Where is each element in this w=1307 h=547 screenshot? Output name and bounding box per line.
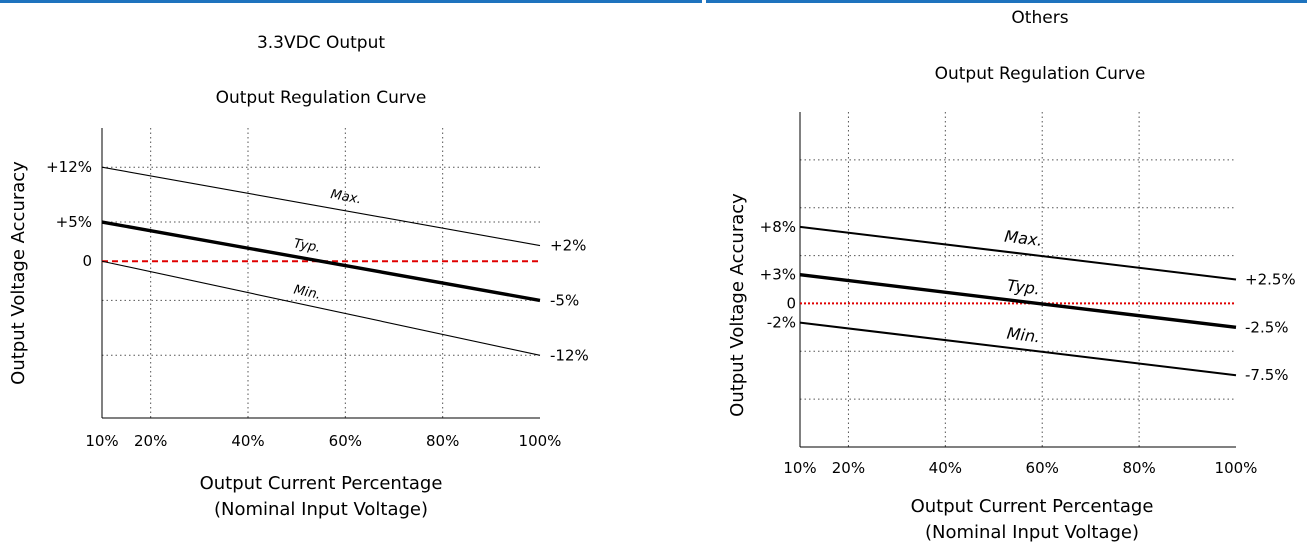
chart2-series-label-typ: Typ. xyxy=(1006,276,1041,299)
chart2-x-tick-40: 40% xyxy=(929,459,962,477)
chart2-left-label--2%: -2% xyxy=(767,314,796,332)
chart1-series-typ xyxy=(101,220,541,303)
chart1-series-label-max: Max. xyxy=(329,187,362,207)
chart1-series-label-min: Min. xyxy=(292,283,322,303)
chart2-y-axis-label: Output Voltage Accuracy xyxy=(727,193,748,417)
chart1-series-min xyxy=(101,260,541,356)
chart2-series-label-min: Min. xyxy=(1006,324,1042,347)
chart2-right-label--7.5%: -7.5% xyxy=(1245,366,1289,384)
chart2-left-label-+3%: +3% xyxy=(760,266,796,284)
chart1-left-label-+5%: +5% xyxy=(56,213,92,231)
chart2-x-tick-60: 60% xyxy=(1026,459,1059,477)
chart2-left-label-0: 0 xyxy=(786,294,796,312)
chart1-x-tick-80: 80% xyxy=(426,432,459,450)
chart1-subtitle: Output Regulation Curve xyxy=(216,88,427,108)
chart1-left-label-+12%: +12% xyxy=(46,158,92,176)
left-accent-bar xyxy=(0,0,702,3)
right-accent-bar xyxy=(706,0,1307,3)
chart1-right-label-+2%: +2% xyxy=(550,237,586,255)
chart1-x-axis-label-2: (Nominal Input Voltage) xyxy=(214,499,428,520)
chart2-x-axis-label-2: (Nominal Input Voltage) xyxy=(925,522,1139,543)
chart1-right-label--5%: -5% xyxy=(550,291,579,309)
chart2-title: Others xyxy=(1011,8,1068,28)
chart2-series-label-max: Max. xyxy=(1003,227,1043,250)
chart1-series-max xyxy=(101,166,541,247)
chart2-x-tick-20: 20% xyxy=(832,459,865,477)
chart2-right-label--2.5%: -2.5% xyxy=(1245,318,1289,336)
chart2-subtitle: Output Regulation Curve xyxy=(935,64,1146,84)
chart1-left-label-0: 0 xyxy=(82,252,92,270)
chart1-x-tick-10: 10% xyxy=(85,432,118,450)
chart2-x-tick-100: 100% xyxy=(1215,459,1258,477)
chart1-x-tick-60: 60% xyxy=(329,432,362,450)
chart1-x-tick-100: 100% xyxy=(519,432,562,450)
chart2-x-axis-label: Output Current Percentage xyxy=(911,496,1154,517)
chart2-series-typ xyxy=(799,273,1237,330)
chart1-right-label--12%: -12% xyxy=(550,346,589,364)
chart2-series-min xyxy=(799,321,1237,377)
chart2-right-label-+2.5%: +2.5% xyxy=(1245,271,1296,289)
chart2-left-label-+8%: +8% xyxy=(760,218,796,236)
chart2-x-tick-80: 80% xyxy=(1122,459,1155,477)
chart2-series-max xyxy=(799,225,1237,281)
chart1-series-label-typ: Typ. xyxy=(292,236,321,255)
chart1-x-tick-20: 20% xyxy=(134,432,167,450)
chart1-x-axis-label: Output Current Percentage xyxy=(200,473,443,494)
chart1-title: 3.3VDC Output xyxy=(257,33,385,53)
chart1-x-tick-40: 40% xyxy=(231,432,264,450)
chart1-y-axis-label: Output Voltage Accuracy xyxy=(8,161,29,385)
chart2-x-tick-10: 10% xyxy=(783,459,816,477)
